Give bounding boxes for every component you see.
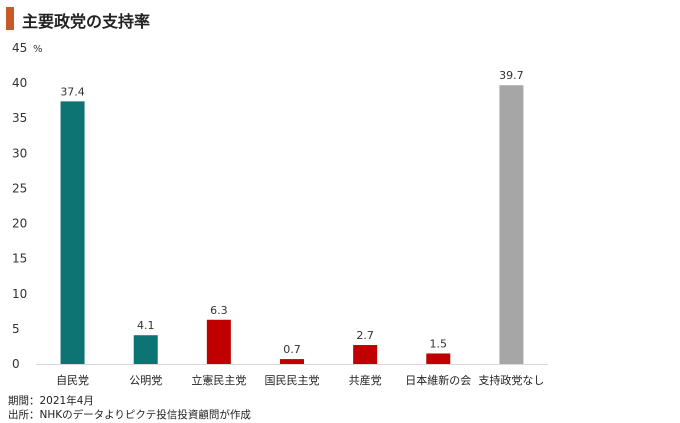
category-label: 国民民主党 xyxy=(265,374,320,387)
y-tick-label: 15 xyxy=(12,252,27,266)
y-tick-label: 35 xyxy=(12,111,27,125)
bar xyxy=(206,319,231,364)
data-label: 6.3 xyxy=(210,304,228,317)
data-label: 1.5 xyxy=(430,337,448,350)
y-tick-label: 25 xyxy=(12,181,27,195)
data-label: 2.7 xyxy=(356,329,374,342)
y-tick-label: 10 xyxy=(12,287,27,301)
data-label: 4.1 xyxy=(137,319,155,332)
bar xyxy=(133,335,158,364)
y-tick-label: 40 xyxy=(12,76,27,90)
category-label: 自民党 xyxy=(56,374,89,387)
category-label: 支持政党なし xyxy=(478,373,544,387)
bar xyxy=(280,359,304,364)
period-note: 期間：2021年4月 xyxy=(8,395,94,407)
data-label: 39.7 xyxy=(499,69,524,82)
y-tick-label: 5 xyxy=(12,322,20,336)
data-label: 37.4 xyxy=(60,85,85,98)
category-label: 日本維新の会 xyxy=(405,373,471,387)
bar xyxy=(426,353,451,364)
bar xyxy=(499,85,524,365)
title-accent-bar xyxy=(6,7,14,30)
category-label: 立憲民主党 xyxy=(191,373,246,387)
source-note: 出所：NHKのデータよりピクテ投信投資顧問が作成 xyxy=(8,409,251,421)
bar-chart: 0 5 10 15 20 25 30 35 40 45 % 37.4 自民党 4.1 公明党 6.3 立憲民主党… xyxy=(12,41,548,387)
data-label: 0.7 xyxy=(283,343,301,356)
bar xyxy=(353,345,378,364)
y-tick-label: 30 xyxy=(12,146,27,160)
y-tick-label: 20 xyxy=(12,217,27,231)
y-tick-label: 45 xyxy=(12,41,27,55)
category-label: 共産党 xyxy=(349,374,382,387)
y-unit-label: % xyxy=(33,44,43,55)
category-label: 公明党 xyxy=(129,374,162,387)
bar xyxy=(60,101,85,364)
chart-notes: 期間：2021年4月 出所：NHKのデータよりピクテ投信投資顧問が作成 xyxy=(8,394,251,422)
y-tick-label: 0 xyxy=(12,357,20,371)
chart-title: 主要政党の支持率 xyxy=(22,12,151,31)
